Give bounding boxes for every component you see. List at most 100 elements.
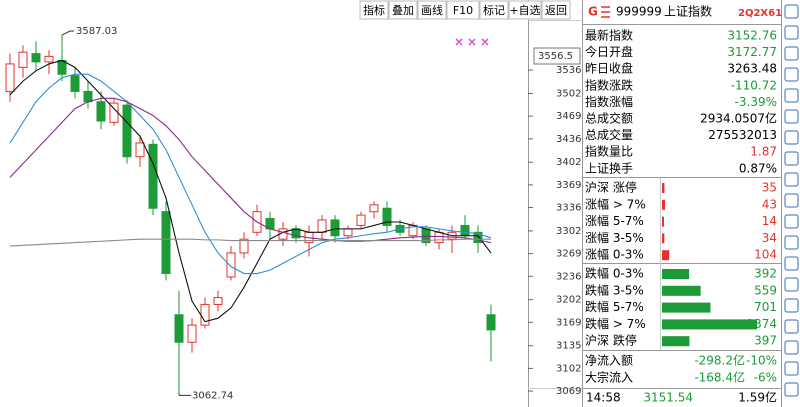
candle-body (70, 75, 80, 92)
y-tick-label: 3135 (556, 341, 581, 352)
candle-body (187, 324, 197, 343)
breadth-value: 559 (754, 283, 777, 297)
side-icon[interactable] (784, 88, 799, 103)
breadth-label: 涨幅 0-3% (585, 247, 644, 262)
y-tick-label: 3402 (556, 157, 581, 168)
candle-body (96, 101, 106, 122)
y-tick-label: 3469 (556, 111, 581, 122)
candle-body (317, 219, 327, 233)
side-icon[interactable] (784, 172, 799, 187)
toolbar-label: 标记 (483, 3, 505, 17)
toolbar-button[interactable] (388, 0, 418, 20)
candle-body (434, 231, 444, 244)
side-icon[interactable] (784, 130, 799, 145)
breadth-label: 跌幅 > 7% (585, 316, 646, 331)
stat-value: 3172.77 (727, 45, 777, 59)
breadth-label: 跌幅 5-7% (585, 299, 644, 314)
stat-label: 指数涨幅 (585, 94, 633, 109)
side-icon[interactable] (784, 340, 799, 355)
cross-icons (455, 38, 489, 46)
toolbar-button[interactable] (359, 0, 389, 20)
toolbar-label: F10 (453, 4, 473, 17)
stock-tag: 2Q2X61 (738, 8, 782, 19)
high-pointer (61, 30, 74, 36)
candle-body (44, 55, 54, 63)
stock-name: 上证指数 (664, 4, 712, 19)
side-icon[interactable] (784, 193, 799, 208)
breadth-value: 34 (762, 231, 777, 245)
stat-value: 3263.48 (727, 62, 777, 76)
breadth-bar (662, 319, 757, 330)
side-icon[interactable] (784, 298, 799, 313)
side-icon[interactable] (784, 151, 799, 166)
side-icon[interactable] (784, 277, 799, 292)
toolbar-button[interactable] (508, 0, 542, 20)
flow-label: 大宗流入 (585, 370, 633, 385)
toolbar-button[interactable] (417, 0, 447, 20)
side-icon[interactable] (784, 235, 799, 250)
candle-body (226, 252, 236, 278)
y-tick-label: 3336 (556, 203, 581, 214)
stock-code: 999999 (616, 5, 662, 19)
breadth-bar (662, 285, 701, 296)
breadth-bar (662, 183, 665, 193)
moving-average (9, 73, 492, 275)
toolbar-label: +自选 (509, 4, 540, 17)
breadth-value: 701 (754, 300, 777, 314)
footer-volume: 1.59亿 (738, 390, 777, 405)
flow-pct: -6% (754, 371, 777, 385)
side-icon[interactable] (784, 109, 799, 124)
breadth-label: 涨幅 5-7% (585, 213, 644, 228)
side-icon[interactable] (784, 256, 799, 271)
y-tick-label: 3069 (556, 386, 581, 397)
menu-icon (601, 6, 610, 18)
candle-body (486, 314, 496, 331)
candle-body (460, 224, 470, 237)
breadth-label: 涨幅 > 7% (585, 196, 646, 211)
stat-value: 275532013 (708, 128, 777, 142)
breadth-bar (662, 336, 690, 347)
low-pointer (178, 392, 191, 396)
y-tick-label: 3302 (556, 226, 581, 237)
y-tick-label: 3169 (556, 317, 581, 328)
breadth-label: 沪深 跌停 (585, 333, 637, 348)
stat-label: 指数量比 (585, 144, 633, 159)
stat-label: 今日开盘 (585, 44, 633, 59)
moving-average (9, 59, 492, 323)
breadth-bar (662, 269, 690, 279)
stat-label: 昨日收盘 (585, 61, 633, 76)
candle-body (122, 104, 132, 158)
flow-label: 净流入额 (585, 354, 633, 368)
candle-body (239, 238, 249, 254)
side-icon[interactable] (784, 25, 799, 40)
candle-body (330, 219, 340, 237)
side-icon[interactable] (784, 382, 799, 397)
side-icon[interactable] (784, 4, 799, 19)
side-icon[interactable] (784, 46, 799, 61)
candle-body (473, 231, 483, 244)
side-icon[interactable] (784, 67, 799, 82)
stat-value: 2934.0507亿 (700, 111, 777, 126)
stat-label: 上证换手 (585, 161, 633, 175)
toolbar-button[interactable] (541, 0, 571, 20)
toolbar-button[interactable] (479, 0, 509, 20)
side-icon[interactable] (784, 361, 799, 376)
breadth-value: 104 (754, 248, 777, 262)
high-label: 3587.03 (76, 26, 117, 37)
toolbar-label: 指标 (363, 3, 385, 17)
breadth-value: 35 (762, 181, 777, 195)
candle-body (148, 143, 158, 209)
breadth-value: 1374 (746, 317, 777, 331)
candle-body (213, 297, 223, 305)
stat-label: 总成交量 (585, 127, 633, 142)
breadth-bar (662, 250, 670, 261)
y-tick-label: 3502 (556, 88, 581, 99)
low-label: 3062.74 (192, 390, 233, 401)
candle-body (135, 142, 145, 158)
toolbar-button[interactable] (446, 0, 480, 20)
side-icon[interactable] (784, 214, 799, 229)
y-tick-label: 3436 (556, 134, 581, 145)
candle-body (18, 51, 28, 68)
side-icon[interactable] (784, 319, 799, 334)
breadth-bar (662, 216, 664, 227)
